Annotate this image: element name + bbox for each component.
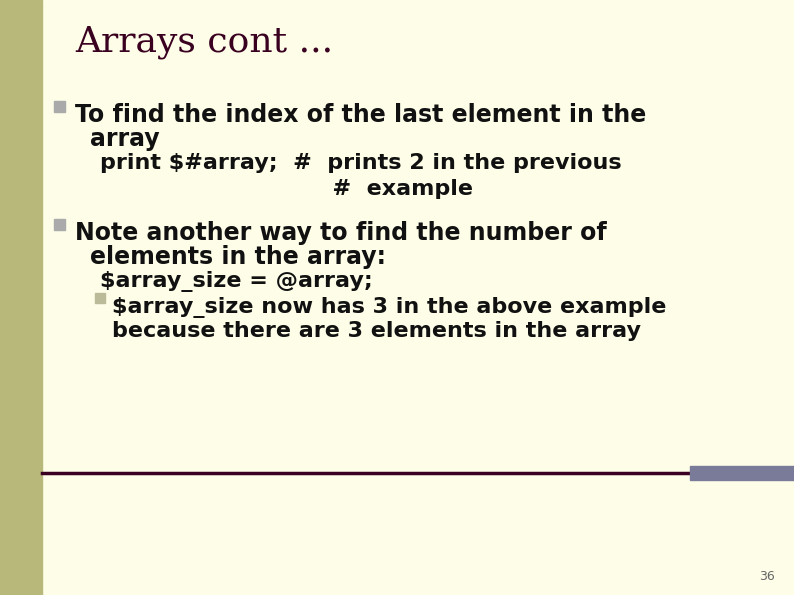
Text: print $#array;  #  prints 2 in the previous: print $#array; # prints 2 in the previou… bbox=[100, 153, 622, 173]
Bar bbox=[95, 293, 105, 303]
Text: #  example: # example bbox=[100, 179, 473, 199]
Text: $array_size = @array;: $array_size = @array; bbox=[100, 271, 372, 292]
Text: Note another way to find the number of: Note another way to find the number of bbox=[75, 221, 607, 245]
Bar bbox=[54, 219, 65, 230]
Text: Arrays cont ...: Arrays cont ... bbox=[75, 25, 333, 59]
Text: To find the index of the last element in the: To find the index of the last element in… bbox=[75, 103, 646, 127]
Text: $array_size now has 3 in the above example: $array_size now has 3 in the above examp… bbox=[112, 297, 666, 318]
Text: array: array bbox=[90, 127, 160, 151]
Bar bbox=[690, 466, 794, 480]
Text: 36: 36 bbox=[759, 570, 775, 583]
Bar bbox=[54, 101, 65, 112]
Text: because there are 3 elements in the array: because there are 3 elements in the arra… bbox=[112, 321, 641, 341]
Text: elements in the array:: elements in the array: bbox=[90, 245, 386, 269]
Bar bbox=[0, 0, 42, 595]
